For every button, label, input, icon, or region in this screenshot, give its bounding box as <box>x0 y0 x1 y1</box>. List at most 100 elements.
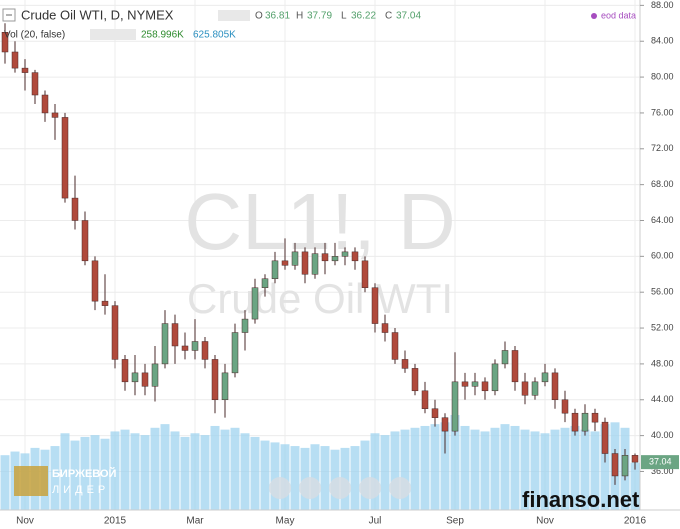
volume-bar <box>60 433 70 510</box>
candle-body <box>431 408 439 418</box>
volume-ma-value: 625.805K <box>193 30 236 41</box>
candle-body <box>421 390 429 409</box>
volume-bar <box>220 429 230 510</box>
volume-bar <box>430 424 440 510</box>
volume-bar <box>480 431 490 510</box>
candle-body <box>601 421 609 454</box>
volume-bar <box>570 425 580 510</box>
y-tick-label: 76.00 <box>651 107 674 117</box>
candle-body <box>411 368 419 392</box>
y-tick-label: 60.00 <box>651 251 674 261</box>
scroll-left[interactable] <box>269 477 291 499</box>
candle-body <box>141 372 149 387</box>
volume-bar <box>180 436 190 510</box>
open-label: O <box>255 11 263 22</box>
volume-bar <box>600 424 610 510</box>
volume-bar <box>550 429 560 510</box>
volume-bar <box>580 429 590 510</box>
volume-bar <box>500 424 510 510</box>
logo-line2: ЛИДЕР <box>52 484 109 496</box>
symbol-title: Crude Oil WTI, D, NYMEX <box>21 7 174 22</box>
candle-body <box>451 381 459 432</box>
close-label: C <box>385 11 392 22</box>
candle-body <box>461 381 469 387</box>
volume-bar <box>280 444 290 510</box>
reset[interactable] <box>329 477 351 499</box>
volume-bar <box>520 429 530 510</box>
low-value: 36.22 <box>351 11 376 22</box>
zoom-out[interactable] <box>299 477 321 499</box>
volume-bar <box>80 436 90 510</box>
candle-body <box>251 287 259 320</box>
volume-bar <box>50 446 60 510</box>
volume-bar <box>110 431 120 510</box>
candle-body <box>591 412 599 423</box>
volume-bar <box>290 446 300 510</box>
candle-body <box>211 359 219 401</box>
volume-bar <box>270 442 280 510</box>
x-tick-label: Mar <box>186 516 204 527</box>
volume-bar <box>170 431 180 510</box>
candle-body <box>541 372 549 383</box>
candle-body <box>61 117 69 199</box>
open-value: 36.81 <box>265 11 290 22</box>
navigation <box>269 477 411 499</box>
candle-body <box>551 372 559 401</box>
axis: 88.00 84.00 80.00 76.00 72.00 68.00 64.00 60.00… <box>16 0 679 527</box>
volume-bar <box>560 427 570 510</box>
candle-body <box>181 345 189 351</box>
volume-bar <box>590 431 600 510</box>
candle-body <box>321 253 329 262</box>
candle-body <box>391 332 399 360</box>
volume-bar <box>230 427 240 510</box>
candle-body <box>351 251 359 262</box>
candle-body <box>281 260 289 266</box>
volume-bar <box>130 433 140 510</box>
candle-body <box>291 251 299 266</box>
candle-body <box>491 363 499 392</box>
y-tick-label: 48.00 <box>651 358 674 368</box>
high-label: H <box>296 11 303 22</box>
logo-line1: БИРЖЕВОЙ <box>52 467 117 480</box>
scroll-right[interactable] <box>389 477 411 499</box>
logo-icon <box>14 466 48 496</box>
y-tick-label: 68.00 <box>651 179 674 189</box>
candle-body <box>301 251 309 275</box>
source-label: eod data <box>601 10 636 20</box>
candle-body <box>151 363 159 387</box>
volume-bar <box>460 425 470 510</box>
candle-body <box>41 94 49 114</box>
candle-body <box>261 278 269 288</box>
volume-bar <box>400 429 410 510</box>
candle-body <box>471 381 479 387</box>
candle-body <box>441 417 449 432</box>
candle-body <box>221 372 229 401</box>
candle-body <box>121 359 129 383</box>
volume-bar <box>540 433 550 510</box>
volume-bar <box>450 415 460 510</box>
volume-bar <box>240 433 250 510</box>
candle-body <box>161 323 169 365</box>
candle-body <box>241 318 249 333</box>
watermark-name: Crude Oil WTI <box>187 275 453 322</box>
y-tick-label: 64.00 <box>651 215 674 225</box>
x-tick-label: Jul <box>369 516 382 527</box>
volume-bar <box>380 435 390 510</box>
candle-body <box>111 305 119 360</box>
volume-bar <box>350 446 360 510</box>
header-buttons[interactable] <box>218 10 250 21</box>
zoom-in[interactable] <box>359 477 381 499</box>
candle-body <box>171 323 179 347</box>
volume-bar <box>530 431 540 510</box>
y-tick-label: 72.00 <box>651 143 674 153</box>
site-watermark: finanso.net <box>522 487 640 512</box>
volume-buttons[interactable] <box>90 29 136 40</box>
volume-bar <box>260 440 270 510</box>
candle-body <box>631 455 639 463</box>
volume-value: 258.996K <box>141 30 184 41</box>
candle-body <box>201 341 209 360</box>
candle-body <box>81 220 89 262</box>
x-tick-label: May <box>276 516 295 527</box>
volume-bar <box>630 462 640 510</box>
